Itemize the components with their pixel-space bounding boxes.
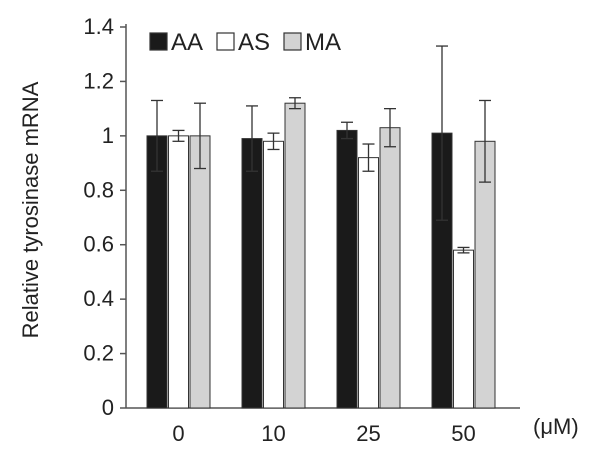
x-category-label: 50 bbox=[451, 421, 475, 446]
legend-label-as: AS bbox=[238, 29, 270, 56]
bar-aa-25 bbox=[336, 129, 358, 409]
bar-aa-0 bbox=[146, 135, 168, 409]
legend-swatch-as bbox=[216, 32, 235, 51]
bar-ma-0 bbox=[189, 135, 211, 409]
x-category-label: 0 bbox=[172, 421, 184, 446]
y-axis-title: Relative tyrosinase mRNA bbox=[18, 81, 43, 338]
y-tick-label: 0.2 bbox=[83, 341, 114, 366]
x-category-label: 25 bbox=[356, 421, 380, 446]
y-tick-label: 1 bbox=[102, 123, 114, 148]
bar-aa-10 bbox=[241, 138, 263, 409]
legend-swatch-ma bbox=[283, 32, 302, 51]
legend-label-aa: AA bbox=[171, 29, 203, 56]
bar-as-50 bbox=[453, 249, 474, 409]
bar-as-10 bbox=[263, 140, 284, 409]
bar-as-0 bbox=[168, 135, 189, 409]
y-tick-label: 0 bbox=[102, 395, 114, 420]
legend-label-ma: MA bbox=[305, 29, 341, 56]
x-category-label: 10 bbox=[261, 421, 285, 446]
x-unit-label: (μM) bbox=[533, 414, 579, 439]
bar-as-25 bbox=[358, 157, 379, 409]
y-tick-label: 0.4 bbox=[83, 286, 114, 311]
y-tick-label: 1.4 bbox=[83, 14, 114, 39]
bar-ma-25 bbox=[379, 127, 401, 409]
bar-ma-10 bbox=[284, 102, 306, 409]
y-tick-label: 0.8 bbox=[83, 177, 114, 202]
y-tick-label: 0.6 bbox=[83, 232, 114, 257]
legend-swatch-aa bbox=[149, 32, 168, 51]
y-tick-label: 1.2 bbox=[83, 68, 114, 93]
